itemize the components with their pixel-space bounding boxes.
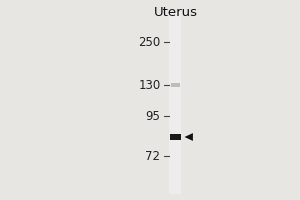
Bar: [169, 12, 181, 194]
Text: Uterus: Uterus: [154, 6, 197, 19]
Text: 250: 250: [138, 36, 160, 48]
Bar: [169, 12, 181, 194]
Text: 95: 95: [146, 110, 160, 122]
Text: 72: 72: [146, 150, 160, 162]
Bar: [171, 83, 180, 87]
Bar: [170, 134, 181, 140]
Polygon shape: [184, 133, 193, 141]
Text: 130: 130: [138, 79, 160, 92]
